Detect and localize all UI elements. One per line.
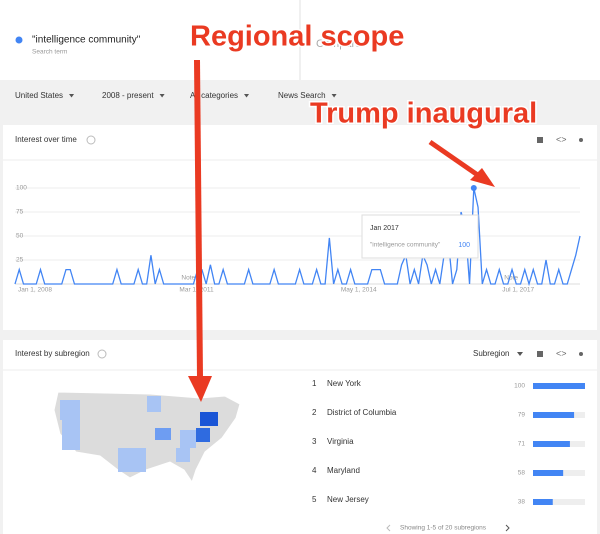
region-value: 38: [518, 499, 526, 506]
note: Note: [504, 275, 518, 282]
y-tick-label: 25: [16, 257, 24, 264]
help-icon[interactable]: [97, 349, 107, 359]
compare[interactable]: Compare: [316, 38, 361, 50]
card: [3, 125, 597, 330]
x-tick-label: May 1, 2014: [341, 287, 377, 294]
x-tick-label: Jan 1, 2008: [18, 287, 52, 294]
y-tick-label: 50: [16, 233, 24, 240]
bar: [533, 412, 575, 418]
bar: [533, 441, 570, 447]
arrow-head: [188, 376, 212, 402]
hover-point: [470, 185, 477, 191]
download-icon[interactable]: [537, 351, 543, 357]
rank: 1: [312, 379, 317, 388]
filter[interactable]: United States: [15, 91, 63, 100]
region-value: 71: [518, 441, 526, 448]
rank: 5: [312, 495, 317, 504]
region: [62, 420, 80, 450]
region: [196, 428, 210, 442]
rank: 2: [312, 408, 317, 417]
note: Note: [181, 275, 195, 282]
region-name: Virginia: [327, 437, 354, 446]
annotation: Regional scope: [190, 21, 404, 53]
tooltip-box: [361, 214, 479, 259]
rank: 4: [312, 466, 317, 475]
bar: [533, 499, 553, 505]
region-value: 58: [518, 470, 526, 477]
filter[interactable]: 2008 - present: [102, 91, 154, 100]
region-value: 100: [514, 383, 525, 390]
card-title: Interest by subregion: [15, 349, 90, 358]
arrow-head: [470, 168, 495, 187]
pagination: Showing 1-5 of 20 subregions: [400, 525, 487, 532]
share-icon[interactable]: [579, 138, 583, 142]
card-title: Interest over time: [15, 135, 77, 144]
download-icon[interactable]: [537, 137, 543, 143]
bar-track: [533, 499, 585, 505]
dropdown-arrow: [69, 94, 75, 98]
prev-button[interactable]: [386, 524, 391, 532]
region: [60, 400, 80, 420]
help-icon[interactable]: [86, 135, 96, 145]
tooltip: Jan 2017 "intelligence community" 100: [361, 214, 479, 259]
dropdown-arrow: [159, 94, 165, 98]
share-icon[interactable]: [579, 352, 583, 356]
region-name: Maryland: [327, 466, 360, 475]
dropdown-arrow: [331, 94, 337, 98]
embed-icon[interactable]: <>: [556, 134, 567, 144]
next-button[interactable]: [505, 524, 510, 532]
bar: [533, 470, 564, 476]
embed-icon[interactable]: <>: [556, 348, 567, 358]
y-tick-label: 100: [16, 185, 27, 192]
x-tick-label: Jul 1, 2017: [502, 287, 534, 294]
region: [200, 412, 218, 426]
region: [147, 396, 161, 412]
us-map: [53, 391, 241, 484]
tooltip-date: Jan 2017: [370, 225, 399, 232]
card-icons: <>: [537, 134, 583, 144]
bar: [533, 383, 585, 389]
search-term[interactable]: "intelligence community": [32, 35, 141, 46]
filter[interactable]: News Search: [278, 91, 326, 100]
dropdown-arrow: [517, 352, 523, 356]
region: [180, 430, 196, 448]
region-value: 79: [518, 412, 526, 419]
series-line: [14, 187, 581, 287]
region-name: New Jersey: [327, 495, 369, 504]
annotations: Regional scope Trump inaugural: [188, 19, 539, 402]
region-name: District of Columbia: [327, 408, 397, 417]
dropdown-arrow: [244, 94, 250, 98]
filter[interactable]: All categories: [190, 91, 238, 100]
tooltip-value: 100: [458, 242, 470, 249]
region: [176, 448, 190, 462]
region-control[interactable]: Subregion: [473, 349, 509, 358]
annotation: Trump inaugural: [310, 98, 537, 130]
filters: United States 2008 - present All categorie…: [15, 91, 337, 100]
rank: 3: [312, 437, 317, 446]
series-dot: [15, 36, 23, 44]
arrow-shaft: [194, 59, 203, 379]
region: [118, 448, 146, 472]
tooltip-term: "intelligence community": [370, 242, 441, 249]
map-base: [53, 391, 241, 484]
arrow-shaft: [428, 139, 484, 181]
region-table: 1 New York 100 2 District of Columbia 79 3 Virg…: [312, 379, 585, 506]
region: [155, 428, 171, 440]
y-tick-label: 75: [16, 209, 24, 216]
search-subtitle: Search term: [32, 49, 67, 56]
region-name: New York: [327, 379, 362, 388]
